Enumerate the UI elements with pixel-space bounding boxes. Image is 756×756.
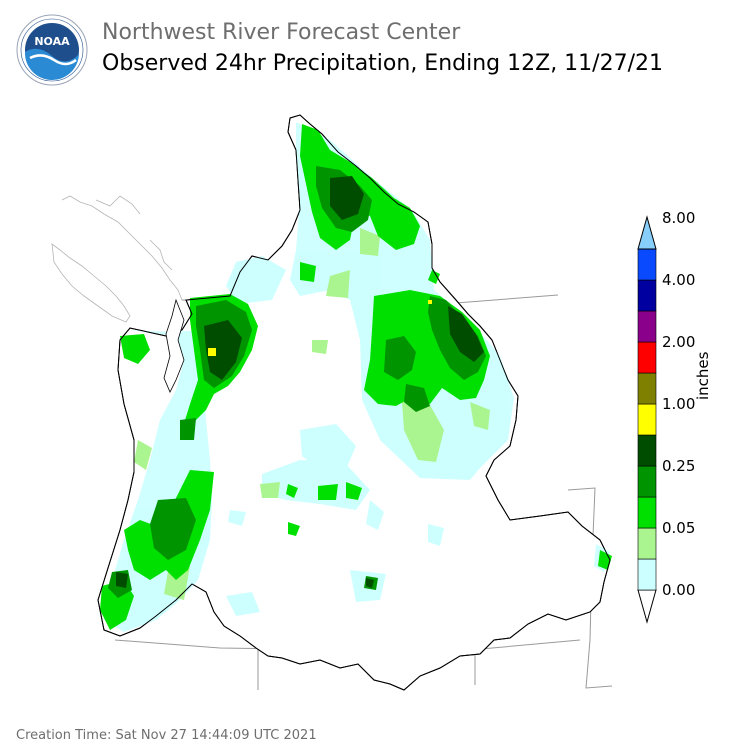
basin-outline-overlay [97,114,611,691]
legend-unit-label: inches [694,351,712,400]
precip-0-50-to-1-00 [116,176,484,588]
legend-tick-label: 0.05 [662,519,695,537]
precipitation-map [51,114,613,691]
legend-bin [637,465,657,498]
legend-bin [637,310,657,343]
noaa-logo: NOAA [16,14,88,86]
agency-name: Northwest River Forecast Center [102,20,461,45]
legend-bin [637,527,657,560]
logo-text: NOAA [34,35,70,48]
legend-tick-label: 0.00 [662,581,695,599]
legend-bin [637,248,657,281]
legend-bins [637,215,657,624]
legend-bin-lowest [637,589,657,624]
puget-sound [163,298,185,393]
legend-bin [637,372,657,405]
legend-bin [637,434,657,467]
legend-bin-highest [637,215,657,250]
coastline-canada [51,195,183,323]
legend-bin [637,279,657,312]
map-title: Observed 24hr Precipitation, Ending 12Z,… [102,51,663,76]
legend-tick-label: 2.00 [662,333,695,351]
creation-time: Creation Time: Sat Nov 27 14:44:09 UTC 2… [16,728,317,743]
legend-colorbar: 0.00 0.05 0.25 1.00 2.00 4.00 8.00 [637,209,695,624]
legend-bin [637,496,657,529]
legend-tick-label: 4.00 [662,271,695,289]
legend-tick-label: 8.00 [662,209,695,227]
precip-1-00-to-1-50 [208,300,432,356]
precip-0-05-to-0-10 [134,228,490,600]
legend-bin [637,341,657,374]
legend-tick-label: 0.25 [662,457,695,475]
legend-tick-label: 1.00 [662,395,695,413]
legend-ticks: 0.00 0.05 0.25 1.00 2.00 4.00 8.00 [662,209,695,599]
legend-bin [637,558,657,591]
legend-bin [637,403,657,436]
